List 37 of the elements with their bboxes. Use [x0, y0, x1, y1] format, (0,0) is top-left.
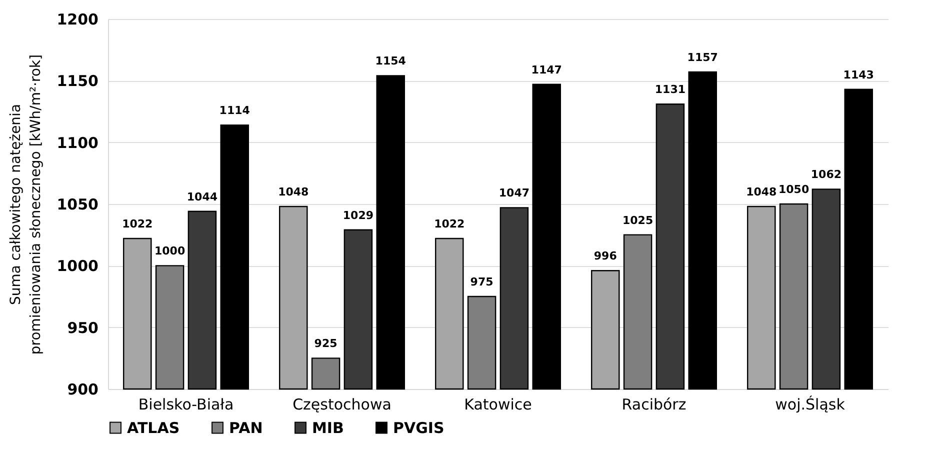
data-label: 1022 [122, 218, 153, 231]
legend-label: PAN [229, 418, 263, 437]
y-tick-label: 900 [67, 380, 98, 398]
x-tick-label: Racibórz [622, 396, 686, 414]
data-label: 1050 [778, 183, 810, 196]
data-label: 1047 [498, 186, 530, 200]
x-tick-label: Katowice [464, 396, 532, 414]
x-tick-label: Częstochowa [292, 396, 392, 414]
data-label: 1048 [746, 185, 777, 198]
data-label: 1154 [375, 54, 406, 68]
data-label: 1029 [342, 208, 374, 222]
y-tick-label: 1200 [56, 10, 98, 28]
x-tick-label: Bielsko-Biała [138, 396, 234, 414]
data-label: 1131 [654, 83, 686, 96]
data-label: 1157 [687, 51, 718, 64]
data-label: 1048 [278, 185, 309, 198]
data-label: 925 [314, 337, 338, 350]
legend-label: PVGIS [393, 418, 444, 437]
legend-label: MIB [312, 418, 344, 437]
data-label: 1025 [622, 214, 654, 227]
y-axis-title: Suma całkowitego natężenia promieniowania słonecznego [kWh/m²·rok] [8, 54, 44, 355]
data-label: 1147 [531, 63, 562, 76]
data-label: 1044 [186, 190, 218, 204]
y-tick-label: 1150 [56, 72, 98, 90]
y-tick-label: 1100 [56, 134, 98, 152]
y-tick-label: 950 [67, 318, 98, 337]
data-label: 996 [594, 250, 618, 263]
data-label: 975 [470, 276, 494, 288]
data-label: 1143 [843, 68, 874, 82]
x-tick-label: woj.Śląsk [775, 396, 846, 414]
y-tick-label: 1000 [56, 257, 98, 276]
data-label: 1062 [810, 168, 842, 182]
y-tick-label: 1050 [56, 196, 98, 214]
data-label: 1022 [434, 218, 465, 231]
data-label: 1114 [219, 104, 250, 118]
legend-label: ATLAS [127, 418, 180, 437]
data-label: 1000 [154, 244, 186, 258]
